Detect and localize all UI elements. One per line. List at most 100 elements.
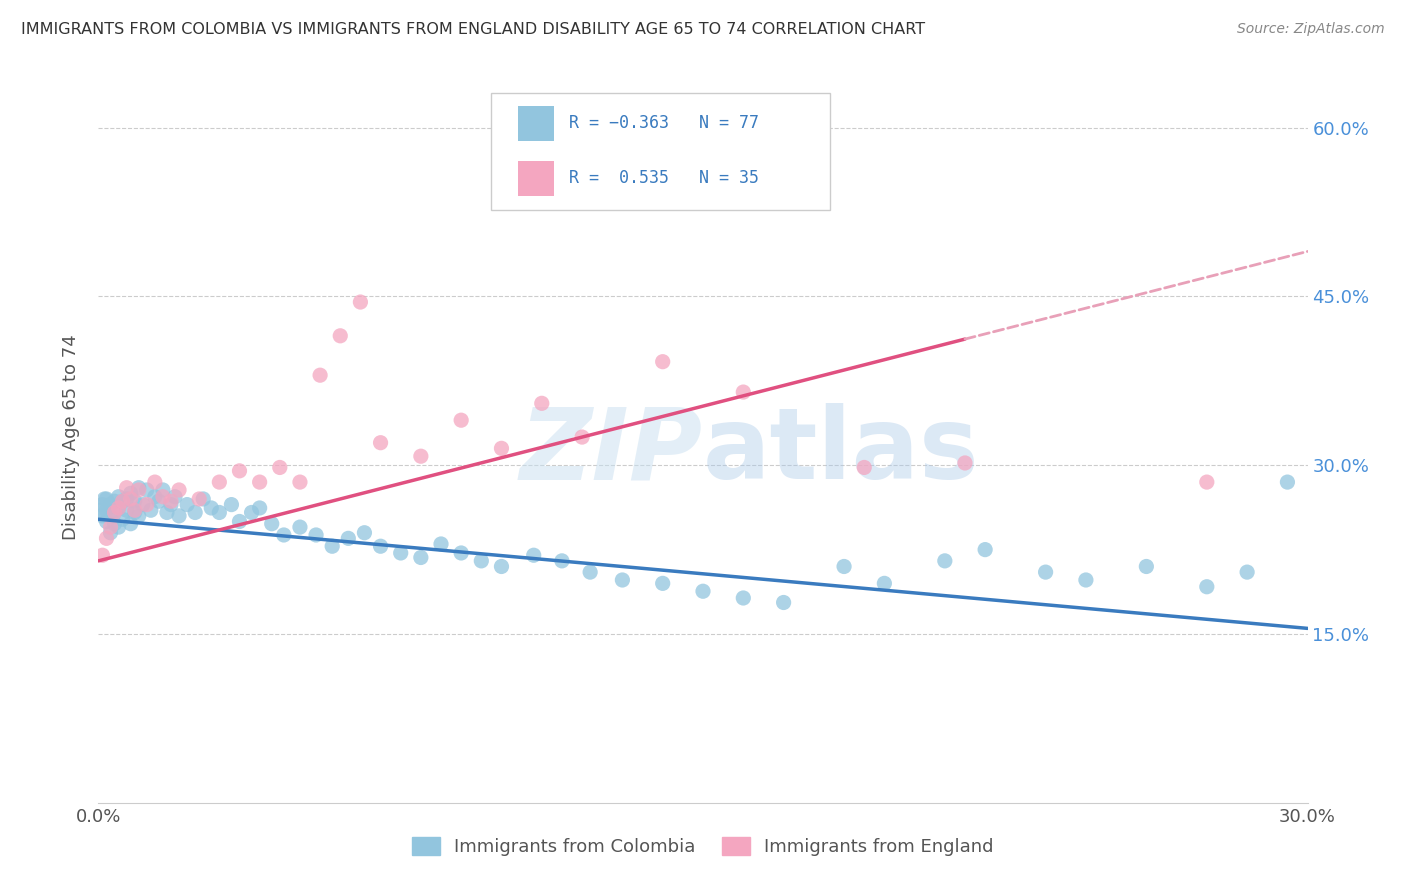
Point [120, 491, 142, 506]
Point [103, 506, 125, 520]
Point [208, 475, 231, 489]
Point [193, 491, 215, 506]
Point [370, 435, 392, 450]
Point [143, 475, 166, 489]
Point [200, 500, 222, 515]
Point [167, 508, 190, 523]
Point [148, 494, 170, 508]
Point [305, 528, 328, 542]
Text: R = −0.363   N = 77: R = −0.363 N = 77 [569, 114, 759, 132]
Point [1236, 565, 1258, 579]
Point [873, 576, 896, 591]
Point [128, 483, 150, 497]
Point [409, 449, 432, 463]
Point [530, 396, 553, 410]
Point [953, 456, 976, 470]
Point [103, 516, 125, 531]
Point [156, 506, 179, 520]
Point [288, 475, 311, 489]
Point [107, 490, 129, 504]
Point [1135, 559, 1157, 574]
Point [89, 503, 111, 517]
Point [523, 548, 546, 562]
Point [167, 483, 190, 497]
Point [321, 539, 343, 553]
Point [692, 584, 714, 599]
Point [100, 498, 122, 512]
Point [100, 508, 122, 523]
Point [152, 490, 174, 504]
Point [124, 494, 146, 508]
Point [1035, 565, 1057, 579]
Point [120, 516, 142, 531]
Point [1195, 580, 1218, 594]
Point [107, 520, 129, 534]
Point [103, 494, 125, 508]
Point [228, 464, 250, 478]
FancyBboxPatch shape [517, 161, 554, 195]
FancyBboxPatch shape [492, 94, 830, 211]
Point [128, 481, 150, 495]
Point [309, 368, 332, 383]
Point [128, 508, 150, 523]
Point [91, 498, 114, 512]
Point [103, 506, 125, 520]
Point [337, 532, 360, 546]
Point [176, 498, 198, 512]
Point [139, 503, 162, 517]
Point [91, 548, 114, 562]
Point [1195, 475, 1218, 489]
Point [934, 554, 956, 568]
Point [124, 503, 146, 517]
Point [409, 550, 432, 565]
Point [100, 525, 122, 540]
Point [188, 491, 211, 506]
Point [91, 508, 114, 523]
FancyBboxPatch shape [517, 106, 554, 141]
Text: IMMIGRANTS FROM COLOMBIA VS IMMIGRANTS FROM ENGLAND DISABILITY AGE 65 TO 74 CORR: IMMIGRANTS FROM COLOMBIA VS IMMIGRANTS F… [21, 22, 925, 37]
Point [349, 295, 371, 310]
Text: Source: ZipAtlas.com: Source: ZipAtlas.com [1237, 22, 1385, 37]
Point [111, 494, 134, 508]
Point [135, 498, 157, 512]
Point [100, 520, 122, 534]
Point [132, 498, 155, 512]
Point [160, 494, 183, 508]
Point [450, 413, 472, 427]
Text: atlas: atlas [703, 403, 980, 500]
Point [96, 491, 118, 506]
Point [571, 430, 593, 444]
Point [96, 532, 118, 546]
Point [115, 491, 138, 506]
Point [260, 516, 283, 531]
Point [470, 554, 492, 568]
Point [733, 591, 755, 605]
Point [288, 520, 311, 534]
Point [115, 481, 138, 495]
Point [733, 385, 755, 400]
Point [143, 490, 166, 504]
Point [491, 559, 513, 574]
Point [430, 537, 453, 551]
Point [1074, 573, 1097, 587]
Point [111, 494, 134, 508]
Text: ZIP: ZIP [520, 403, 703, 500]
Point [111, 512, 134, 526]
Legend: Immigrants from Colombia, Immigrants from England: Immigrants from Colombia, Immigrants fro… [405, 830, 1001, 863]
Point [107, 500, 129, 515]
Point [1277, 475, 1299, 489]
Point [329, 328, 352, 343]
Point [651, 576, 673, 591]
Point [208, 506, 231, 520]
Point [269, 460, 291, 475]
Text: R =  0.535   N = 35: R = 0.535 N = 35 [569, 169, 759, 187]
Point [612, 573, 634, 587]
Point [389, 546, 412, 560]
Point [974, 542, 997, 557]
Point [120, 486, 142, 500]
Point [124, 506, 146, 520]
Y-axis label: Disability Age 65 to 74: Disability Age 65 to 74 [62, 334, 80, 540]
Point [273, 528, 295, 542]
Point [96, 515, 118, 529]
Point [353, 525, 375, 540]
